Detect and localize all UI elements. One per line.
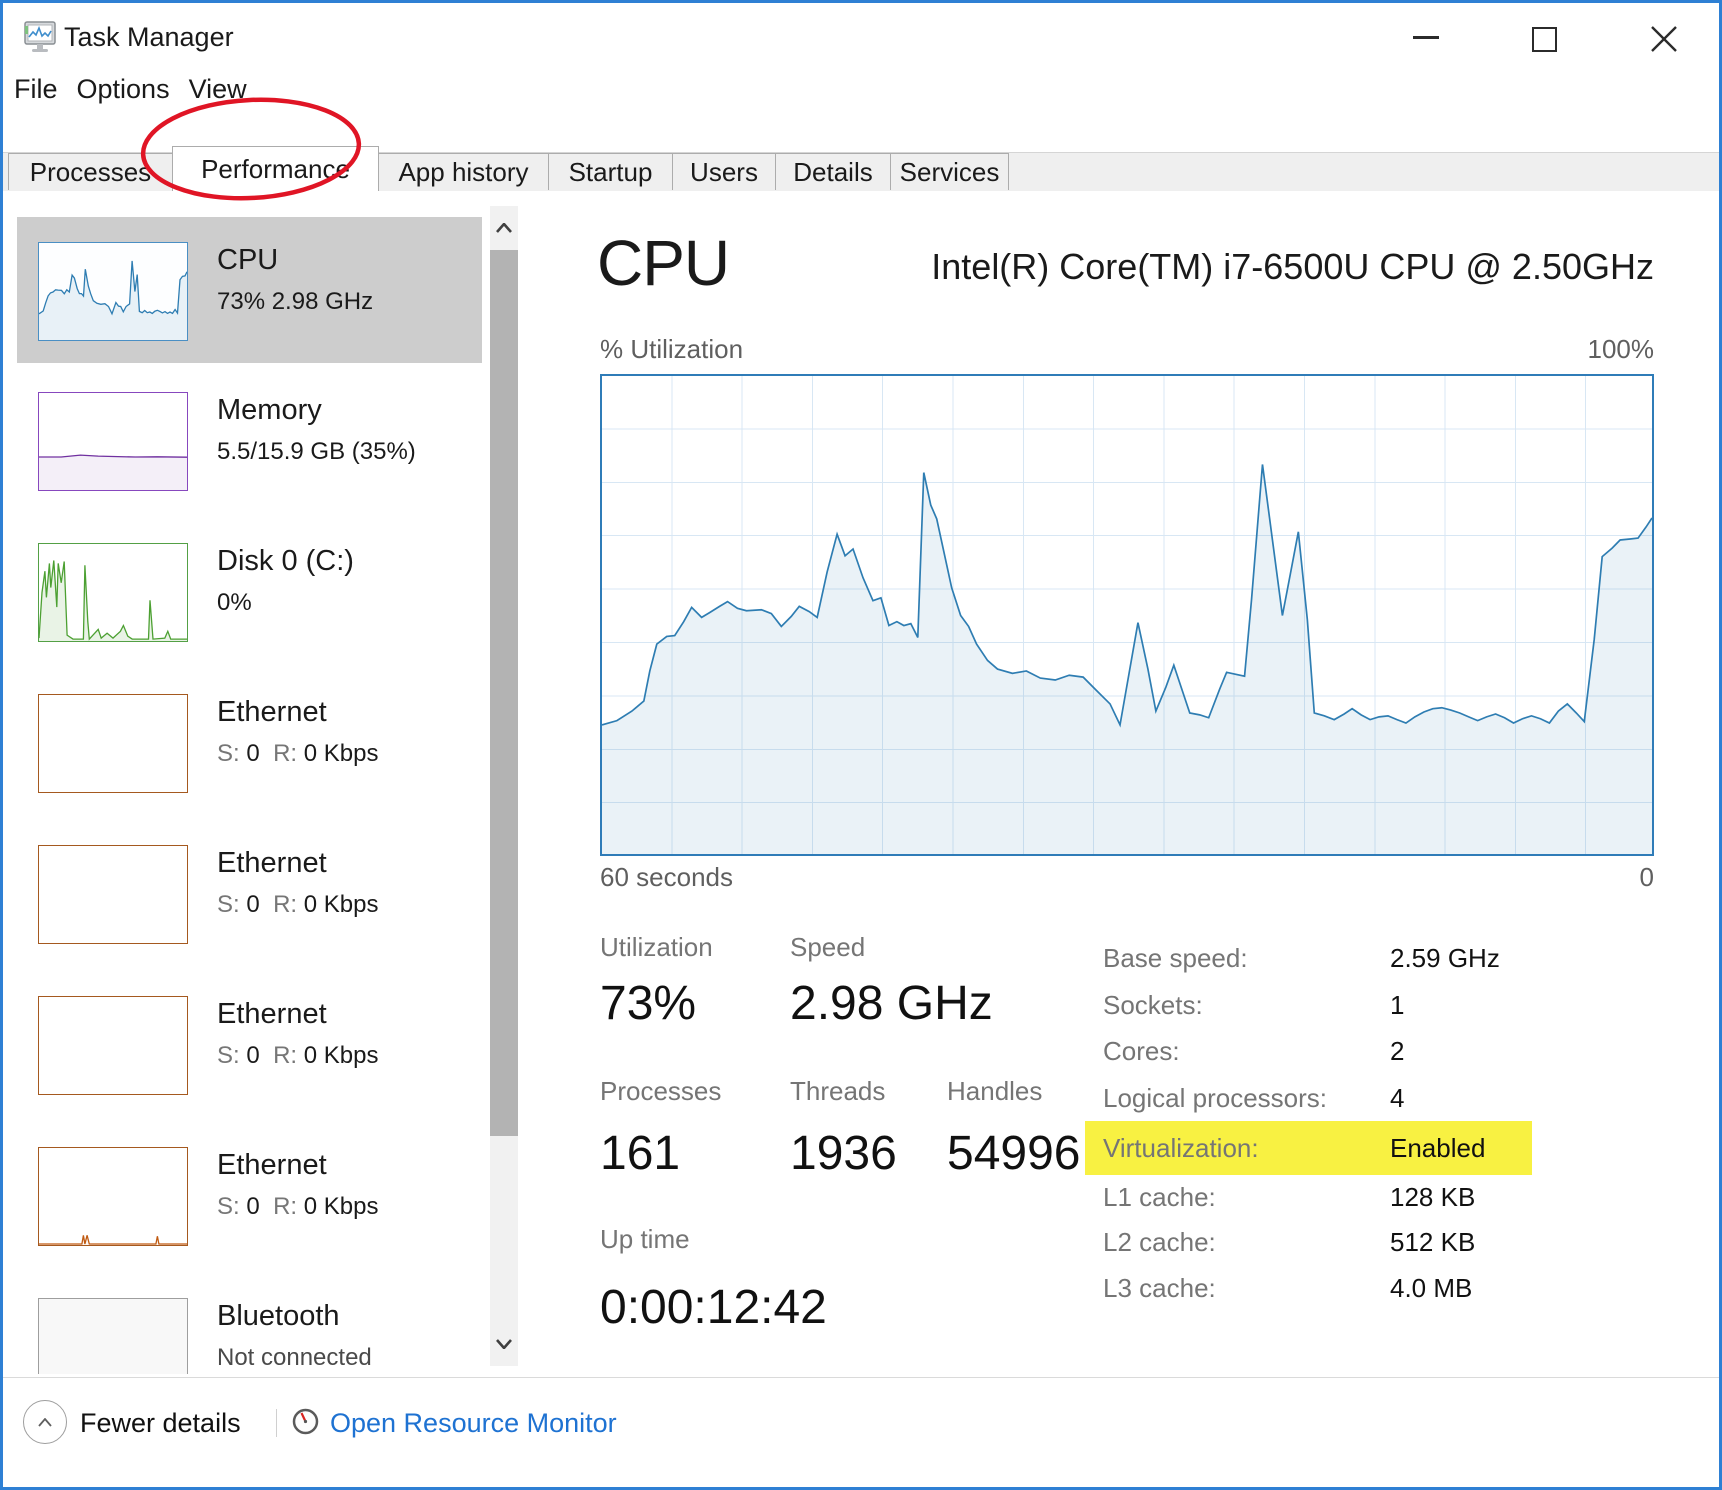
- cpu-model-name: Intel(R) Core(TM) i7-6500U CPU @ 2.50GHz: [931, 246, 1654, 287]
- stat-value-up-time: 0:00:12:42: [600, 1281, 827, 1334]
- maximize-button[interactable]: [1532, 27, 1557, 52]
- sidebar-item-title: Memory: [217, 394, 322, 426]
- sidebar-item-subtitle: Not connected: [217, 1344, 372, 1371]
- menu-options[interactable]: Options: [76, 74, 170, 104]
- mini-ethernet4-curve: [39, 1148, 187, 1245]
- chevron-down-icon: [496, 1339, 512, 1349]
- footer-bar: Fewer details Open Resource Monitor: [0, 1377, 1722, 1488]
- scroll-down-button[interactable]: [490, 1322, 518, 1366]
- tab-details[interactable]: Details: [775, 153, 891, 190]
- sidebar-item-disk[interactable]: Disk 0 (C:) 0%: [0, 543, 488, 693]
- stat-row-sockets: Sockets: 1: [1103, 990, 1405, 1020]
- sidebar-scrollbar[interactable]: [490, 206, 518, 1366]
- virtualization-highlight: [1085, 1121, 1532, 1175]
- close-button[interactable]: [1650, 25, 1678, 53]
- window-title: Task Manager: [64, 22, 234, 52]
- stat-label-speed: Speed: [790, 932, 866, 962]
- tab-processes[interactable]: Processes: [8, 153, 173, 190]
- sidebar-item-subtitle: 73% 2.98 GHz: [217, 288, 374, 315]
- close-icon: [1651, 26, 1677, 52]
- cpu-chart-curve: [602, 376, 1652, 854]
- sidebar-item-subtitle: S: 0 R: 0 Kbps: [217, 1193, 379, 1220]
- sidebar-item-title: Ethernet: [217, 1149, 327, 1181]
- stat-value-speed: 2.98 GHz: [790, 977, 993, 1030]
- chevron-up-icon: [38, 1417, 52, 1427]
- sidebar-item-title: Ethernet: [217, 998, 327, 1030]
- mini-cpu-curve: [39, 243, 187, 340]
- scroll-up-button[interactable]: [490, 206, 518, 250]
- bluetooth-mini-chart: [38, 1298, 188, 1374]
- stat-label-handles: Handles: [947, 1076, 1043, 1106]
- ethernet-mini-chart: [38, 694, 188, 793]
- open-resource-monitor-link[interactable]: Open Resource Monitor: [330, 1408, 617, 1438]
- stat-row-l3-cache: L3 cache: 4.0 MB: [1103, 1273, 1473, 1303]
- sidebar-item-subtitle: 0%: [217, 589, 252, 616]
- stat-value-threads: 1936: [790, 1127, 897, 1180]
- sidebar-item-title: Ethernet: [217, 847, 327, 879]
- minimize-button[interactable]: [1413, 36, 1439, 39]
- footer-divider: [276, 1409, 277, 1437]
- stat-value-handles: 54996: [947, 1127, 1081, 1180]
- sidebar-item-subtitle: 5.5/15.9 GB (35%): [217, 438, 416, 465]
- stat-label-utilization: Utilization: [600, 932, 713, 962]
- mini-memory-curve: [39, 393, 187, 490]
- stat-label-threads: Threads: [790, 1076, 886, 1106]
- cpu-mini-chart: [38, 242, 188, 341]
- menu-view[interactable]: View: [188, 74, 247, 104]
- stat-row-logical-processors: Logical processors: 4: [1103, 1083, 1405, 1113]
- tab-performance[interactable]: Performance: [172, 146, 379, 191]
- stat-row-base-speed: Base speed: 2.59 GHz: [1103, 943, 1500, 973]
- stat-label-up-time: Up time: [600, 1224, 690, 1254]
- stat-label-processes: Processes: [600, 1076, 722, 1106]
- sidebar-item-title: Disk 0 (C:): [217, 545, 354, 577]
- sidebar-item-memory[interactable]: Memory 5.5/15.9 GB (35%): [0, 392, 488, 542]
- sidebar-item-subtitle: S: 0 R: 0 Kbps: [217, 891, 379, 918]
- y-axis-label: % Utilization: [600, 334, 744, 364]
- page-title: CPU: [597, 227, 730, 299]
- sidebar-item-ethernet-3[interactable]: Ethernet S: 0 R: 0 Kbps: [0, 996, 488, 1146]
- resource-monitor-icon: [292, 1408, 319, 1435]
- performance-sidebar: CPU 73% 2.98 GHz Memory 5.5/15.9 GB (35%…: [0, 200, 488, 1374]
- sidebar-item-ethernet-2[interactable]: Ethernet S: 0 R: 0 Kbps: [0, 845, 488, 995]
- scrollbar-thumb[interactable]: [490, 250, 518, 1136]
- x-axis-right-label: 0: [1639, 862, 1654, 892]
- task-manager-app-icon: [24, 20, 58, 56]
- tab-startup[interactable]: Startup: [548, 153, 673, 190]
- stat-row-l1-cache: L1 cache: 128 KB: [1103, 1182, 1476, 1212]
- sidebar-item-title: Ethernet: [217, 696, 327, 728]
- menu-file[interactable]: File: [14, 74, 58, 104]
- fewer-details-button[interactable]: [23, 1400, 67, 1444]
- stat-row-cores: Cores: 2: [1103, 1036, 1405, 1066]
- ethernet-mini-chart: [38, 1147, 188, 1246]
- ethernet-mini-chart: [38, 996, 188, 1095]
- tab-services[interactable]: Services: [890, 153, 1009, 190]
- sidebar-item-title: CPU: [217, 244, 279, 276]
- sidebar-item-cpu[interactable]: CPU 73% 2.98 GHz: [0, 242, 488, 392]
- menu-bar: File Options View: [14, 74, 247, 105]
- sidebar-item-title: Bluetooth: [217, 1300, 340, 1332]
- tab-strip: Processes Performance App history Startu…: [0, 146, 1722, 191]
- memory-mini-chart: [38, 392, 188, 491]
- sidebar-item-subtitle: S: 0 R: 0 Kbps: [217, 740, 379, 767]
- ethernet-mini-chart: [38, 845, 188, 944]
- y-max-label: 100%: [1587, 334, 1655, 364]
- stat-row-virtualization: Virtualization: Enabled: [1103, 1133, 1486, 1163]
- stat-row-l2-cache: L2 cache: 512 KB: [1103, 1227, 1476, 1257]
- fewer-details-label[interactable]: Fewer details: [80, 1408, 241, 1438]
- disk-mini-chart: [38, 543, 188, 642]
- sidebar-item-bluetooth[interactable]: Bluetooth Not connected: [0, 1298, 488, 1374]
- x-axis-left-label: 60 seconds: [600, 862, 733, 892]
- sidebar-item-ethernet-4[interactable]: Ethernet S: 0 R: 0 Kbps: [0, 1147, 488, 1297]
- stat-value-processes: 161: [600, 1127, 681, 1180]
- tab-app-history[interactable]: App history: [378, 153, 549, 190]
- chevron-up-icon: [496, 223, 512, 233]
- mini-disk-curve: [39, 544, 187, 641]
- sidebar-item-subtitle: S: 0 R: 0 Kbps: [217, 1042, 379, 1069]
- cpu-utilization-chart: [600, 374, 1654, 856]
- tab-users[interactable]: Users: [672, 153, 776, 190]
- sidebar-item-ethernet-1[interactable]: Ethernet S: 0 R: 0 Kbps: [0, 694, 488, 844]
- stat-value-utilization: 73%: [600, 977, 697, 1030]
